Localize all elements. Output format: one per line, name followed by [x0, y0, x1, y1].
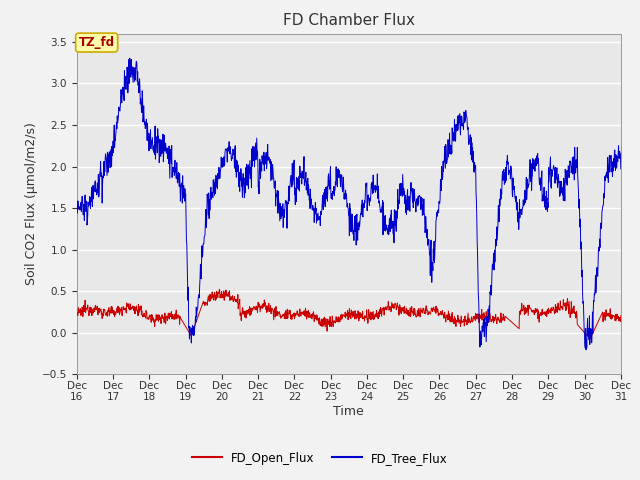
Legend: FD_Open_Flux, FD_Tree_Flux: FD_Open_Flux, FD_Tree_Flux: [188, 447, 452, 469]
Text: TZ_fd: TZ_fd: [79, 36, 115, 49]
X-axis label: Time: Time: [333, 405, 364, 418]
Y-axis label: Soil CO2 Flux (μmol/m2/s): Soil CO2 Flux (μmol/m2/s): [25, 122, 38, 286]
Title: FD Chamber Flux: FD Chamber Flux: [283, 13, 415, 28]
